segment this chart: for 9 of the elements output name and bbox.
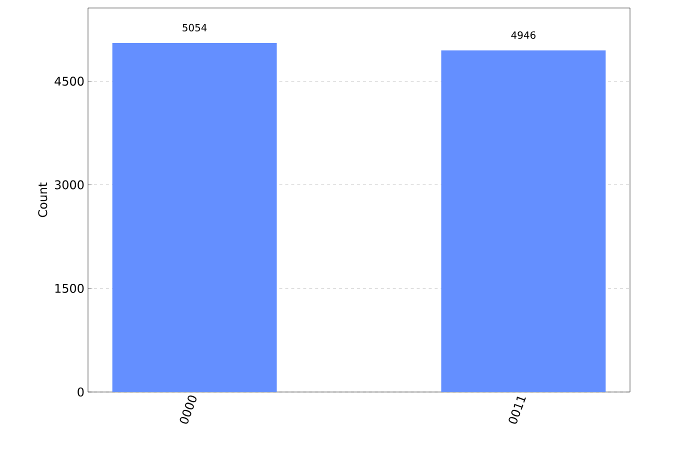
y-tick-label: 3000 <box>54 180 84 190</box>
data-label: 5054 <box>182 24 207 32</box>
x-tick-label: 0011 <box>508 396 526 424</box>
x-tick-label: 0000 <box>180 396 196 424</box>
y-tick-label: 1500 <box>55 284 84 293</box>
data-label: 4946 <box>511 31 536 39</box>
y-tick-label: 4500 <box>54 76 84 86</box>
y-tick-label: 0 <box>78 387 84 397</box>
y-axis-title: Count <box>38 182 48 218</box>
